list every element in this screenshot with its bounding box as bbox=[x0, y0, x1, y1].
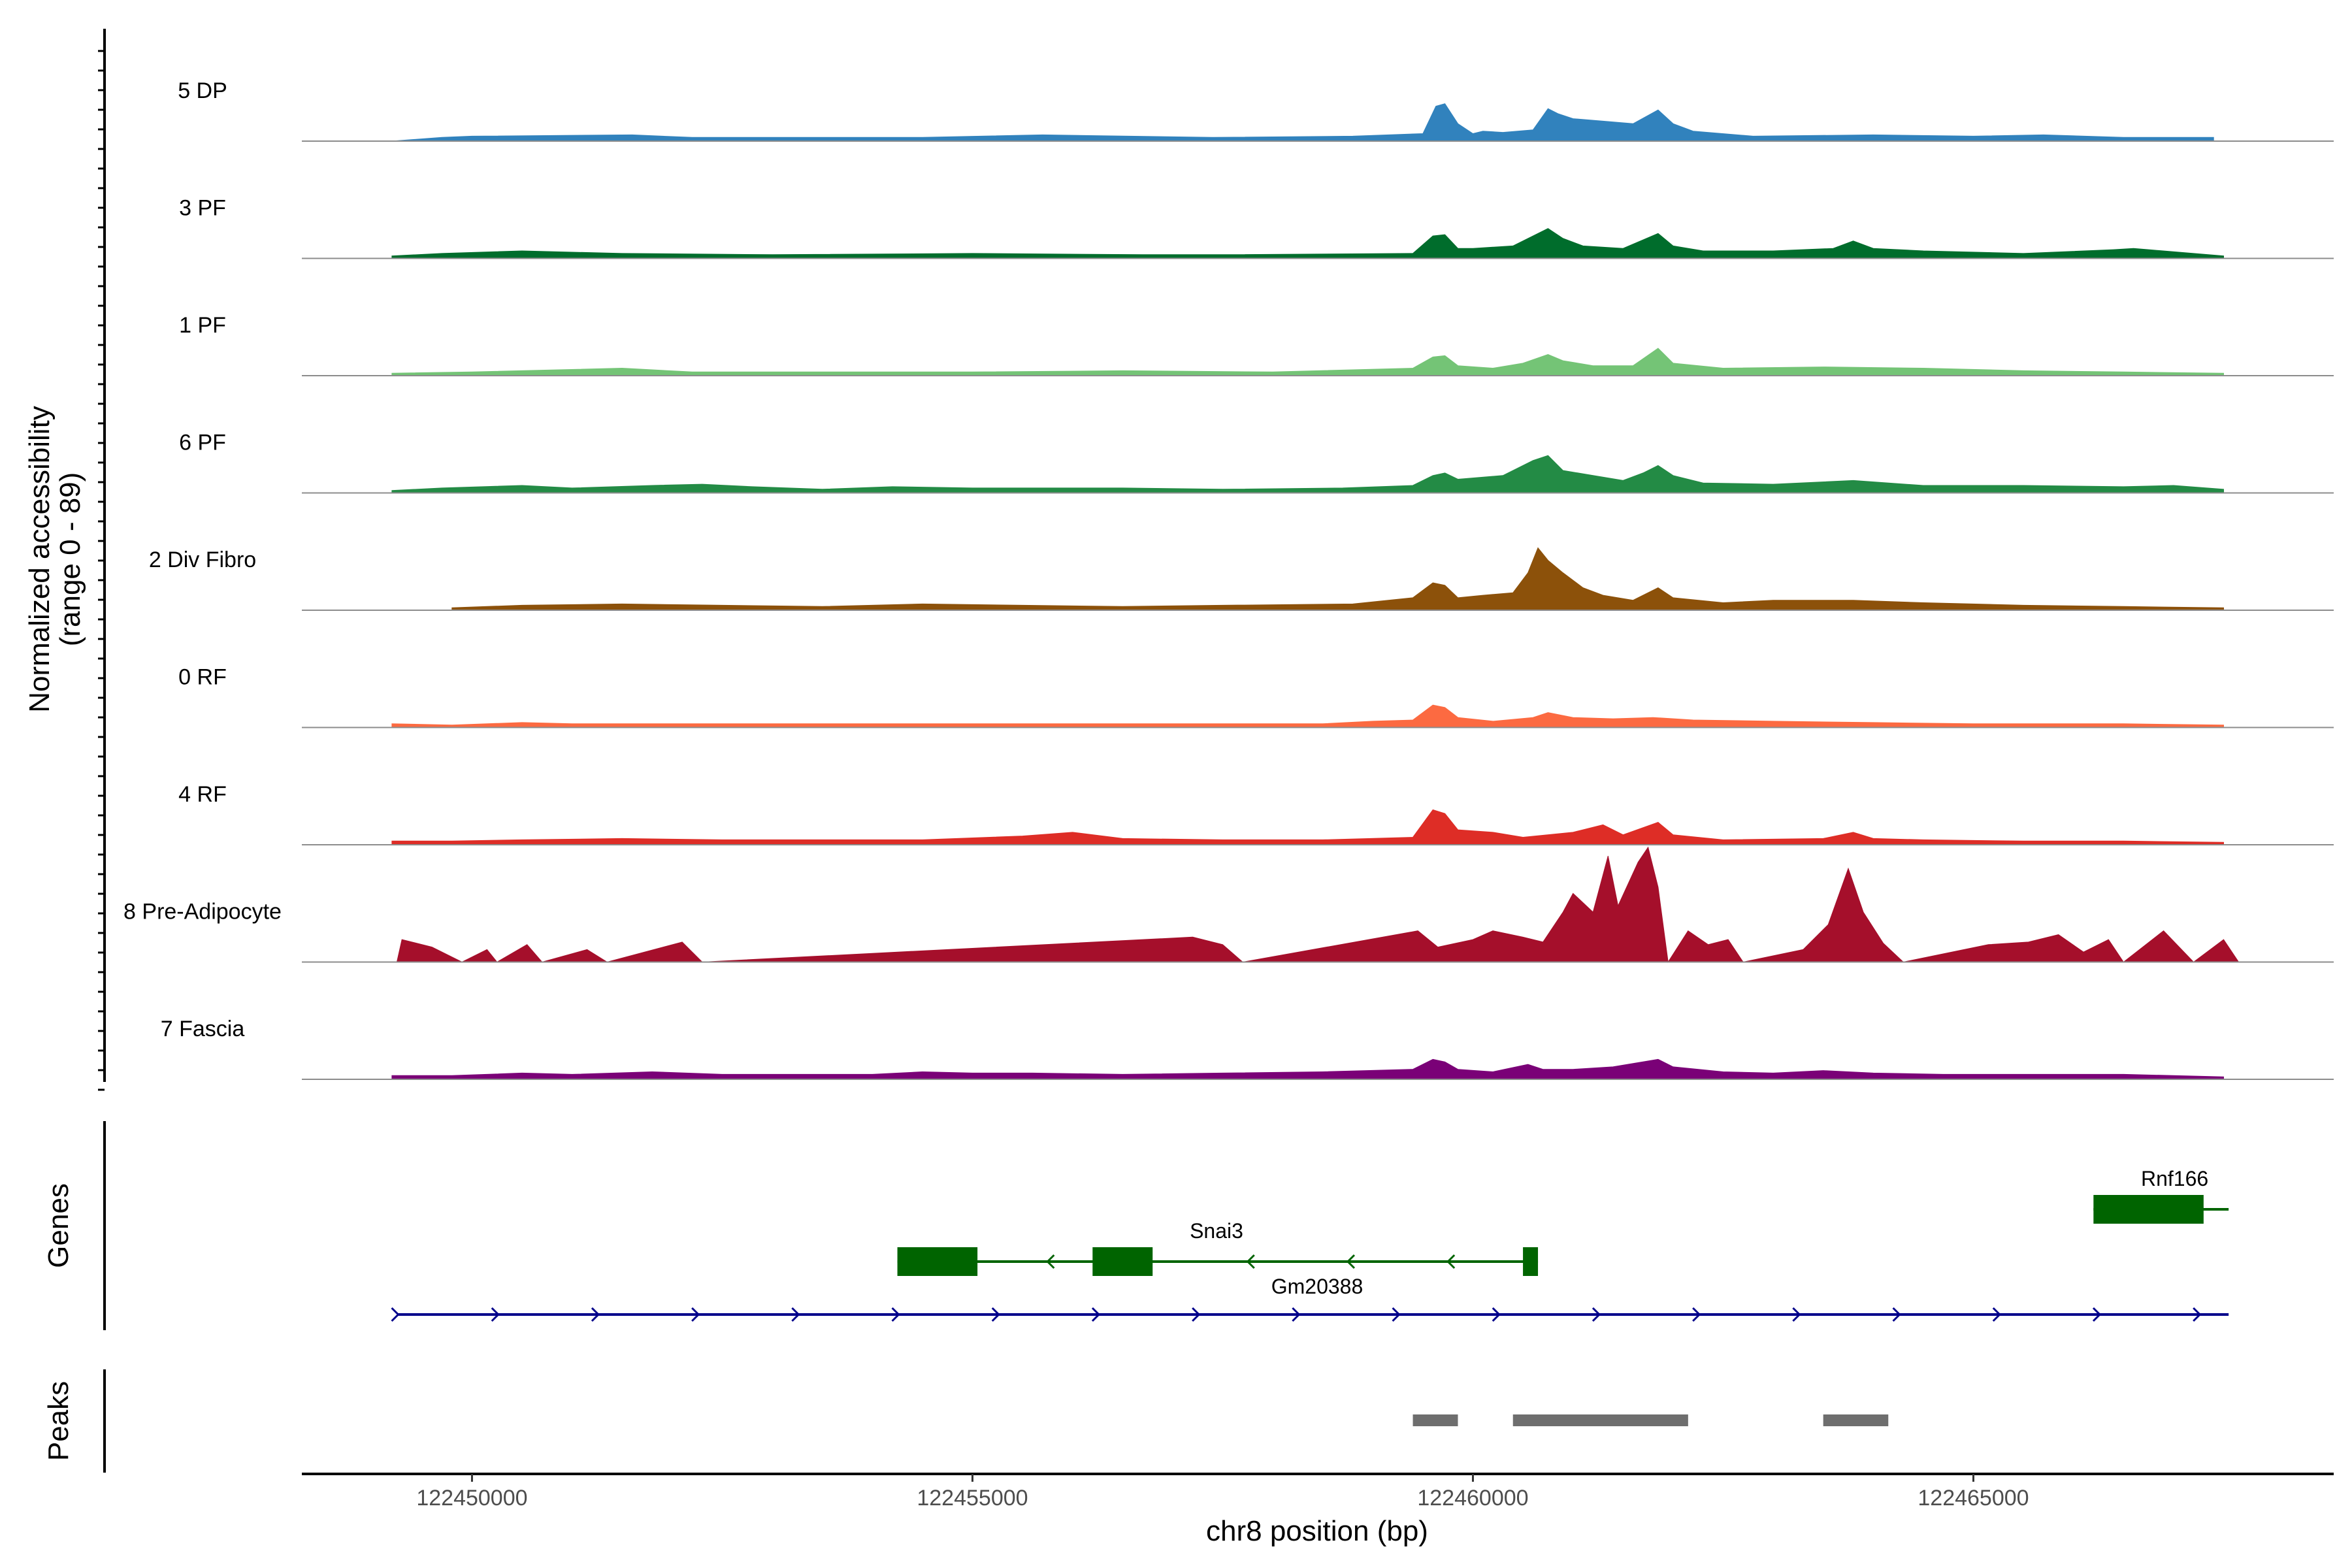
gene-arrow-2-18 bbox=[2193, 1307, 2202, 1322]
coverage-area-5 bbox=[391, 704, 2224, 728]
track-label-2: 1 PF bbox=[179, 313, 226, 338]
gene-arrow-2-6 bbox=[991, 1307, 1000, 1322]
gene-arrow-1-0 bbox=[1046, 1254, 1055, 1269]
gene-label-0: Rnf166 bbox=[2141, 1167, 2208, 1190]
peaks-panel-title: Peaks bbox=[42, 1381, 74, 1461]
gene-label-2: Gm20388 bbox=[1271, 1275, 1364, 1298]
track-label-4: 2 Div Fibro bbox=[149, 547, 256, 572]
accessibility-y-axis bbox=[98, 29, 106, 1091]
gene-arrow-2-5 bbox=[891, 1307, 900, 1322]
gene-arrow-2-8 bbox=[1192, 1307, 1201, 1322]
gene-arrow-2-10 bbox=[1392, 1307, 1401, 1322]
track-label-5: 0 RF bbox=[178, 665, 227, 690]
track-label-1: 3 PF bbox=[179, 196, 226, 221]
gene-arrow-2-12 bbox=[1592, 1307, 1601, 1322]
gene-arrow-2-15 bbox=[1892, 1307, 1901, 1322]
gene-arrow-2-4 bbox=[791, 1307, 800, 1322]
gene-arrow-2-2 bbox=[591, 1307, 600, 1322]
gene-arrow-1-2 bbox=[1346, 1254, 1356, 1269]
x-tick-label-0: 122450000 bbox=[416, 1486, 527, 1511]
gene-arrow-2-11 bbox=[1492, 1307, 1501, 1322]
x-tick-label-3: 122465000 bbox=[1918, 1486, 2029, 1511]
x-tick-label-1: 122455000 bbox=[917, 1486, 1028, 1511]
coverage-tracks bbox=[302, 103, 2334, 1080]
x-axis-title: chr8 position (bp) bbox=[1206, 1515, 1428, 1547]
gene-label-1: Snai3 bbox=[1190, 1219, 1243, 1243]
peak-track bbox=[1413, 1414, 1889, 1426]
track-label-7: 8 Pre-Adipocyte bbox=[123, 900, 282, 924]
peak-0 bbox=[1413, 1414, 1458, 1426]
track-label-8: 7 Fascia bbox=[161, 1017, 245, 1041]
gene-arrow-2-7 bbox=[1091, 1307, 1101, 1322]
coverage-area-7 bbox=[396, 846, 2240, 963]
y-axis-range: (range 0 - 89) bbox=[54, 472, 86, 647]
peak-1 bbox=[1512, 1414, 1688, 1426]
gene-arrow-2-14 bbox=[1792, 1307, 1801, 1322]
gene-arrow-2-1 bbox=[491, 1307, 500, 1322]
coverage-area-8 bbox=[391, 1058, 2224, 1080]
coverage-area-6 bbox=[391, 809, 2224, 845]
coverage-area-2 bbox=[391, 348, 2224, 376]
gene-arrow-1-1 bbox=[1246, 1254, 1255, 1269]
genes-panel-title: Genes bbox=[42, 1183, 74, 1268]
coverage-area-4 bbox=[451, 547, 2224, 611]
gene-exon-1-0 bbox=[897, 1247, 978, 1276]
x-axis: 122450000 122455000 122460000 122465000 bbox=[416, 1474, 2029, 1511]
coverage-area-1 bbox=[391, 228, 2224, 259]
track-labels: 5 DP 3 PF 1 PF 6 PF 2 Div Fibro 0 RF 4 RF 8 Pre… bbox=[123, 78, 282, 1041]
gene-arrow-2-17 bbox=[2092, 1307, 2102, 1322]
gene-track: Rnf166 Snai3 Gm20388 bbox=[391, 1167, 2229, 1322]
gene-arrow-2-16 bbox=[1992, 1307, 2001, 1322]
coverage-area-3 bbox=[391, 455, 2224, 493]
gene-arrow-2-3 bbox=[691, 1307, 700, 1322]
track-label-0: 5 DP bbox=[178, 78, 227, 103]
track-label-6: 4 RF bbox=[178, 782, 227, 807]
gene-exon-0-0 bbox=[2093, 1195, 2204, 1224]
gene-arrow-2-0 bbox=[391, 1307, 400, 1322]
y-axis-title: Normalized accessibility bbox=[24, 406, 56, 712]
coverage-area-0 bbox=[391, 103, 2214, 142]
track-label-3: 6 PF bbox=[179, 431, 226, 455]
gene-arrow-2-13 bbox=[1692, 1307, 1701, 1322]
gene-arrow-1-3 bbox=[1446, 1254, 1456, 1269]
gene-exon-1-2 bbox=[1523, 1247, 1539, 1276]
x-tick-label-2: 122460000 bbox=[1417, 1486, 1528, 1511]
gene-exon-1-1 bbox=[1092, 1247, 1153, 1276]
gene-arrow-2-9 bbox=[1292, 1307, 1301, 1322]
peak-2 bbox=[1823, 1414, 1889, 1426]
